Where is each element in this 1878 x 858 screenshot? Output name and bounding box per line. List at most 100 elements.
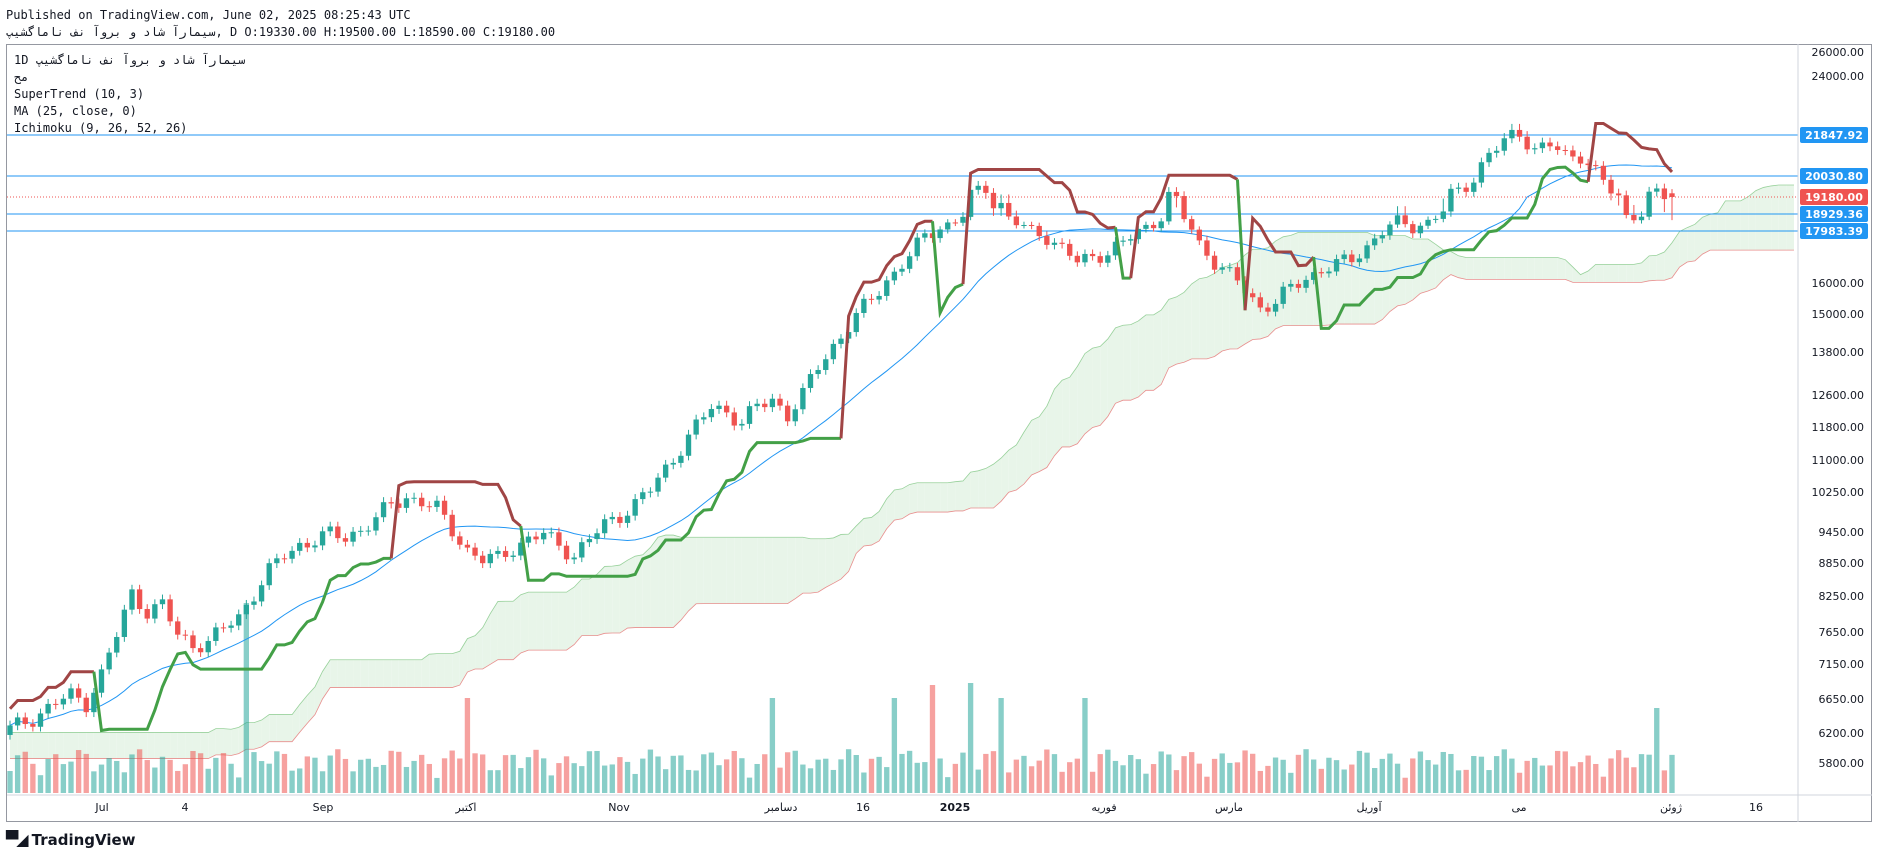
volume-bar <box>411 760 417 793</box>
volume-bar <box>533 749 539 793</box>
tradingview-logo-icon: ▀◢ <box>6 830 29 849</box>
cloud-segment <box>1023 420 1032 485</box>
volume-bar <box>1562 751 1568 793</box>
legend-ma[interactable]: MA (25, close, 0) <box>14 104 137 118</box>
volume-bar <box>464 698 471 793</box>
volume-bar <box>563 756 570 793</box>
cloud-segment <box>421 654 430 688</box>
cloud-segment <box>1725 200 1733 251</box>
candle-body <box>762 403 768 408</box>
volume-bar <box>601 765 608 793</box>
cloud-segment <box>1077 353 1085 444</box>
cloud-segment <box>597 566 605 636</box>
cloud-segment <box>528 592 537 651</box>
volume-bar <box>1044 749 1050 793</box>
candle-body <box>906 256 913 269</box>
candle-body <box>1311 272 1317 280</box>
price-axis-label: 12600.00 <box>1812 389 1865 402</box>
cloud-segment <box>741 537 750 604</box>
volume-bar <box>175 770 181 793</box>
candle-body <box>1432 218 1439 220</box>
volume-bar <box>586 751 593 793</box>
cloud-span-a <box>10 184 1794 733</box>
volume-bar <box>960 752 966 793</box>
candle-body <box>335 526 341 539</box>
volume-bar <box>1402 777 1408 793</box>
volume-bar <box>98 764 105 793</box>
price-tag-label: 21847.92 <box>1805 129 1863 142</box>
cloud-segment <box>1008 444 1017 493</box>
candle-body <box>14 717 21 726</box>
volume-bar <box>1372 768 1378 793</box>
cloud-segment <box>551 592 559 651</box>
legend-ichimoku[interactable]: Ichimoku (9, 26, 52, 26) <box>14 121 188 135</box>
volume-bar <box>1608 758 1614 793</box>
cloud-segment <box>1214 267 1223 357</box>
volume-bar <box>1242 750 1248 793</box>
cloud-segment <box>292 704 300 742</box>
cloud-segment <box>284 714 293 742</box>
volume-bar <box>159 756 166 793</box>
cloud-segment <box>1405 235 1413 305</box>
volume-bar <box>708 752 715 793</box>
price-axis-label: 8250.00 <box>1819 590 1865 603</box>
cloud-segment <box>734 537 742 604</box>
volume-bar <box>1006 772 1012 793</box>
volume-bar <box>1257 770 1263 793</box>
footer-brand[interactable]: ▀◢ TradingView <box>6 830 136 849</box>
price-axis-label: 26000.00 <box>1812 46 1865 59</box>
candle-body <box>1219 267 1225 270</box>
volume-bar <box>1463 769 1469 793</box>
cloud-segment <box>1115 325 1124 404</box>
price-tag <box>1800 168 1868 184</box>
cloud-segment <box>825 537 834 588</box>
candle-body <box>1593 165 1599 167</box>
candle-body <box>1028 224 1035 226</box>
time-axis-label: 16 <box>1749 801 1763 814</box>
cloud-segment <box>1016 432 1024 490</box>
candle-body <box>723 405 730 413</box>
volume-bar <box>967 683 974 793</box>
cloud-segment <box>1511 257 1520 280</box>
candle-body <box>1646 191 1652 217</box>
cloud-segment <box>749 537 758 604</box>
cloud-segment <box>231 727 239 756</box>
candle-body <box>967 189 974 217</box>
cloud-segment <box>497 601 506 660</box>
candle-body <box>510 555 516 557</box>
volume-bar <box>746 777 753 793</box>
volume-bar <box>1623 757 1629 793</box>
volume-bar <box>922 762 928 793</box>
volume-bar <box>266 763 272 793</box>
time-axis-label: 2025 <box>940 801 971 814</box>
candle-body <box>1463 187 1469 192</box>
volume-bar <box>319 771 326 793</box>
candle-body <box>556 532 562 546</box>
volume-bar <box>1181 756 1187 793</box>
candle-body <box>830 343 837 360</box>
cloud-segment <box>1618 264 1627 283</box>
cloud-segment <box>1534 257 1543 280</box>
cloud-segment <box>764 537 773 604</box>
candle-body <box>670 462 676 465</box>
cloud-segment <box>1054 380 1063 456</box>
cloud-segment <box>1412 239 1421 300</box>
volume-bar <box>419 754 425 793</box>
chart-frame[interactable] <box>6 44 1872 822</box>
supertrend-up-segment <box>1235 179 1247 311</box>
cloud-segment <box>612 565 620 634</box>
volume-bar <box>342 758 349 793</box>
cloud-segment <box>1123 324 1131 401</box>
legend-supertrend[interactable]: SuperTrend (10, 3) <box>14 87 145 101</box>
cloud-segment <box>124 732 132 759</box>
candle-body <box>1150 224 1157 229</box>
volume-bar <box>1166 754 1172 793</box>
candle-body <box>1326 271 1332 274</box>
candle-body <box>358 530 364 532</box>
candle-body <box>1234 267 1241 281</box>
volume-bar <box>434 777 440 793</box>
cloud-segment <box>337 659 346 688</box>
candle-body <box>53 703 59 705</box>
candle-body <box>1036 225 1042 237</box>
